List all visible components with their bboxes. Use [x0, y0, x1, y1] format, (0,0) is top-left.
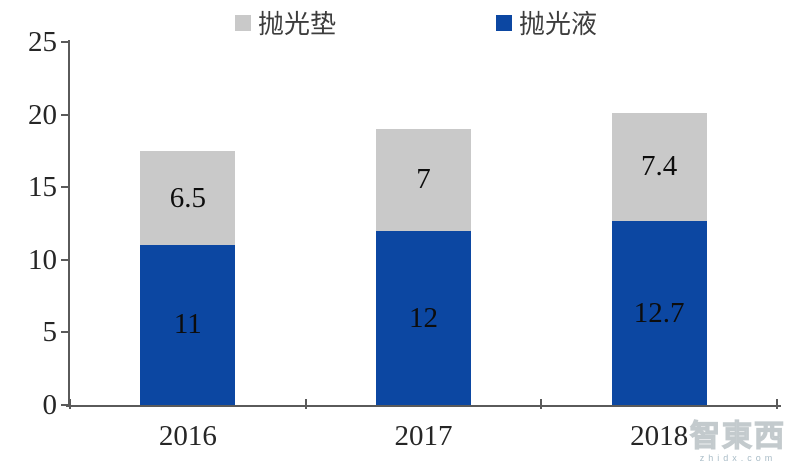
y-axis-line	[68, 40, 70, 407]
x-tick-mark	[304, 399, 307, 409]
bar-segment-抛光液: 12.7	[611, 220, 707, 405]
y-tick-mark	[61, 41, 68, 43]
bar-segment-抛光液: 12	[376, 230, 471, 405]
watermark-url: zhidx.com	[699, 453, 777, 463]
x-tick-mark	[776, 399, 778, 409]
legend-swatch-polishing-pad	[235, 14, 251, 31]
watermark: 智東西 zhidx.com	[678, 420, 798, 463]
y-tick-label: 15	[28, 171, 57, 204]
y-tick-mark	[61, 404, 68, 406]
y-tick-label: 20	[28, 98, 57, 131]
legend-label-polishing-pad: 抛光垫	[258, 10, 337, 39]
bar-segment-抛光垫: 6.5	[140, 150, 236, 246]
bar-value-label: 12.7	[633, 296, 685, 329]
watermark-logo: 智東西	[689, 420, 786, 453]
y-tick-mark	[61, 113, 68, 116]
bar-value-label: 7	[416, 163, 431, 196]
legend-item-polishing-pad: 抛光垫	[235, 4, 336, 41]
legend-item-polishing-slurry: 抛光液	[496, 4, 597, 41]
y-tick-label: 0	[42, 389, 58, 421]
y-tick-label: 25	[28, 26, 57, 58]
y-tick-label: 5	[42, 316, 58, 349]
bar-segment-抛光垫: 7	[376, 129, 471, 231]
bar-value-label: 12	[409, 301, 438, 334]
x-tick-label: 2018	[630, 420, 689, 452]
bar-segment-抛光垫: 7.4	[611, 113, 707, 221]
x-tick-label: 2016	[158, 420, 217, 452]
y-tick-label: 10	[28, 243, 57, 276]
x-tick-mark	[69, 399, 71, 409]
x-tick-label: 2017	[394, 420, 453, 452]
bar-segment-抛光液: 11	[140, 245, 236, 405]
bar-value-label: 7.4	[641, 150, 678, 183]
chart-legend: 抛光垫 抛光液	[0, 0, 800, 39]
bar-value-label: 11	[173, 308, 202, 341]
y-tick-mark	[61, 258, 68, 261]
bar-value-label: 6.5	[169, 181, 206, 214]
legend-swatch-polishing-slurry	[496, 14, 512, 31]
legend-label-polishing-slurry: 抛光液	[519, 10, 598, 39]
x-axis-line	[66, 405, 781, 407]
y-tick-mark	[61, 331, 68, 334]
x-tick-mark	[540, 399, 543, 409]
y-tick-mark	[61, 186, 68, 189]
